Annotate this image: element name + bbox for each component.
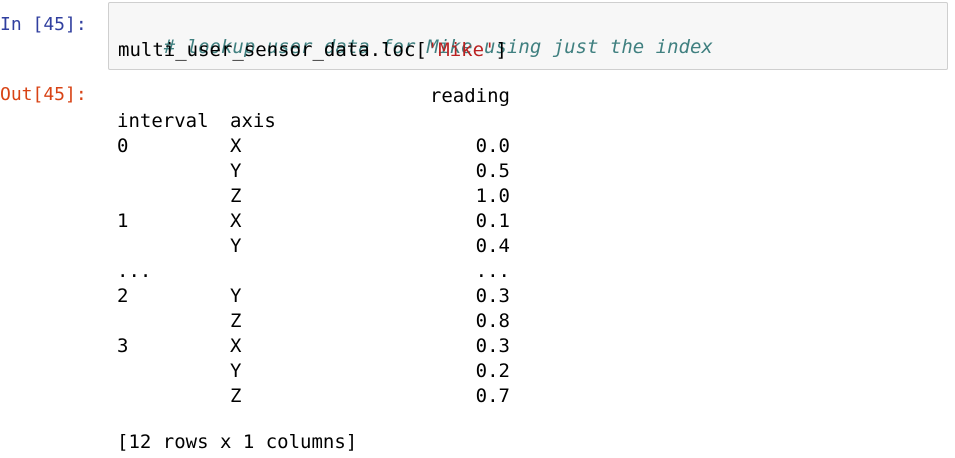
cell-reading: 0.0 — [475, 135, 510, 157]
index-name-axis: axis — [230, 110, 276, 132]
cell-reading: 0.3 — [475, 285, 510, 307]
code-line-comment: # lookup user data for Mike using just t… — [118, 14, 713, 80]
cell-reading: 0.3 — [475, 335, 510, 357]
cell-reading: 1.0 — [475, 185, 510, 207]
cell-reading: 0.4 — [475, 235, 510, 257]
cell-reading: 0.7 — [475, 385, 510, 407]
code-comment: # lookup user data for Mike using just t… — [163, 36, 713, 58]
output-prompt: Out[45]: — [0, 84, 87, 105]
cell-reading: ... — [475, 260, 510, 282]
cell-axis: X — [230, 335, 242, 357]
cell-axis: Z — [230, 310, 242, 332]
cell-axis: X — [230, 210, 242, 232]
cell-interval: ... — [117, 260, 152, 282]
index-name-interval: interval — [117, 110, 209, 132]
column-header-reading: reading — [429, 85, 510, 107]
cell-interval: 3 — [117, 335, 129, 357]
dataframe-footer: [12 rows x 1 columns] — [117, 431, 358, 453]
code-string-literal: 'Mike' — [426, 39, 496, 61]
cell-reading: 0.8 — [475, 310, 510, 332]
input-prompt: In [45]: — [0, 14, 87, 35]
cell-axis: Z — [230, 185, 242, 207]
cell-axis: X — [230, 135, 242, 157]
cell-axis: Y — [230, 285, 242, 307]
code-input-cell[interactable]: # lookup user data for Mike using just t… — [108, 2, 948, 70]
cell-axis: Y — [230, 160, 242, 182]
cell-interval: 2 — [117, 285, 129, 307]
cell-axis: Y — [230, 235, 242, 257]
code-closing-bracket: ] — [495, 39, 507, 61]
cell-interval: 0 — [117, 135, 129, 157]
cell-reading: 0.1 — [475, 210, 510, 232]
cell-axis: Y — [230, 360, 242, 382]
cell-axis: Z — [230, 385, 242, 407]
code-expression: multi_user_sensor_data.loc[ — [118, 39, 427, 61]
cell-interval: 1 — [117, 210, 129, 232]
cell-reading: 0.5 — [475, 160, 510, 182]
dataframe-output: reading interval axis 0 X 0.0 Y 0.5 Z 1.0 1 X 0.1… — [117, 84, 817, 454]
code-line-statement: multi_user_sensor_data.loc['Mike'] — [118, 39, 507, 61]
cell-reading: 0.2 — [475, 360, 510, 382]
